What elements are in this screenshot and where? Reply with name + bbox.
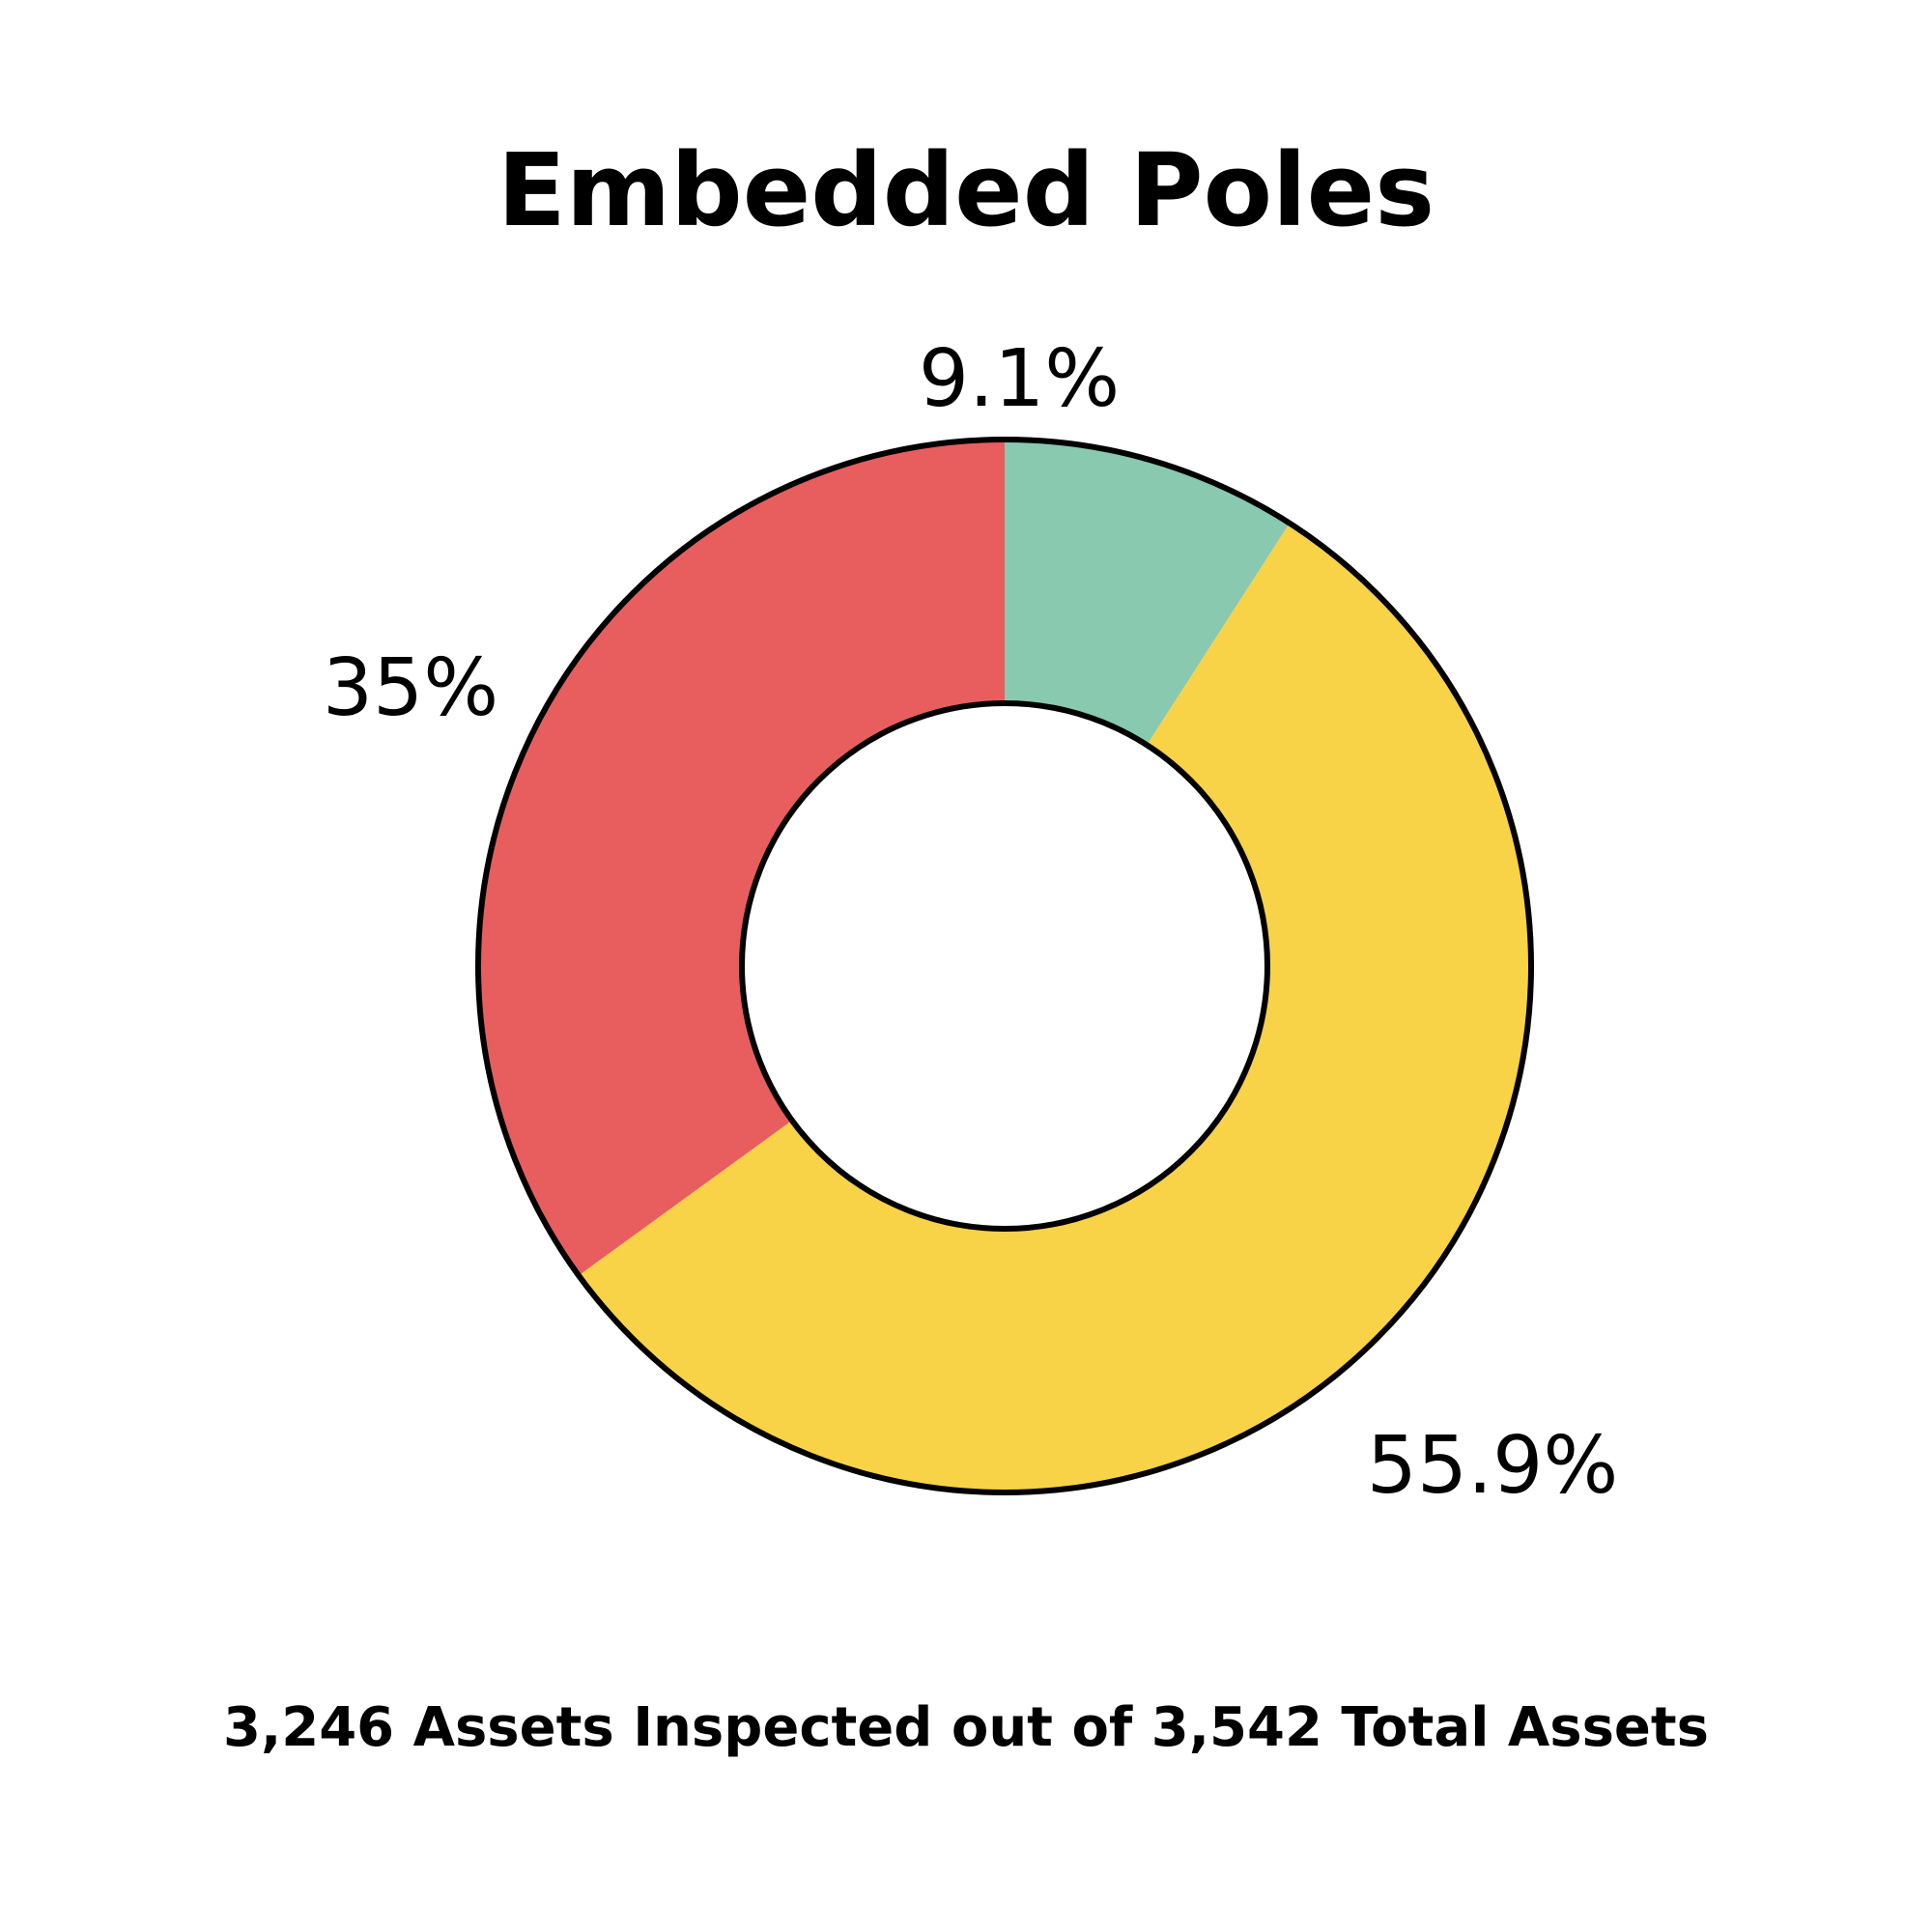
- chart-title: Embedded Poles: [497, 131, 1435, 249]
- slice-value-label: 35%: [323, 642, 498, 734]
- slice-value-label: 9.1%: [919, 333, 1120, 425]
- inner-hole: [739, 700, 1270, 1232]
- labels-layer: 9.1% 55.9% 35%: [323, 333, 1618, 1512]
- donut-slice: [478, 440, 1005, 1276]
- slice-value-label: 55.9%: [1367, 1420, 1619, 1512]
- outer-ring-outline: [475, 437, 1534, 1495]
- assets-summary: 3,246 Assets Inspected out of 3,542 Tota…: [223, 1696, 1709, 1759]
